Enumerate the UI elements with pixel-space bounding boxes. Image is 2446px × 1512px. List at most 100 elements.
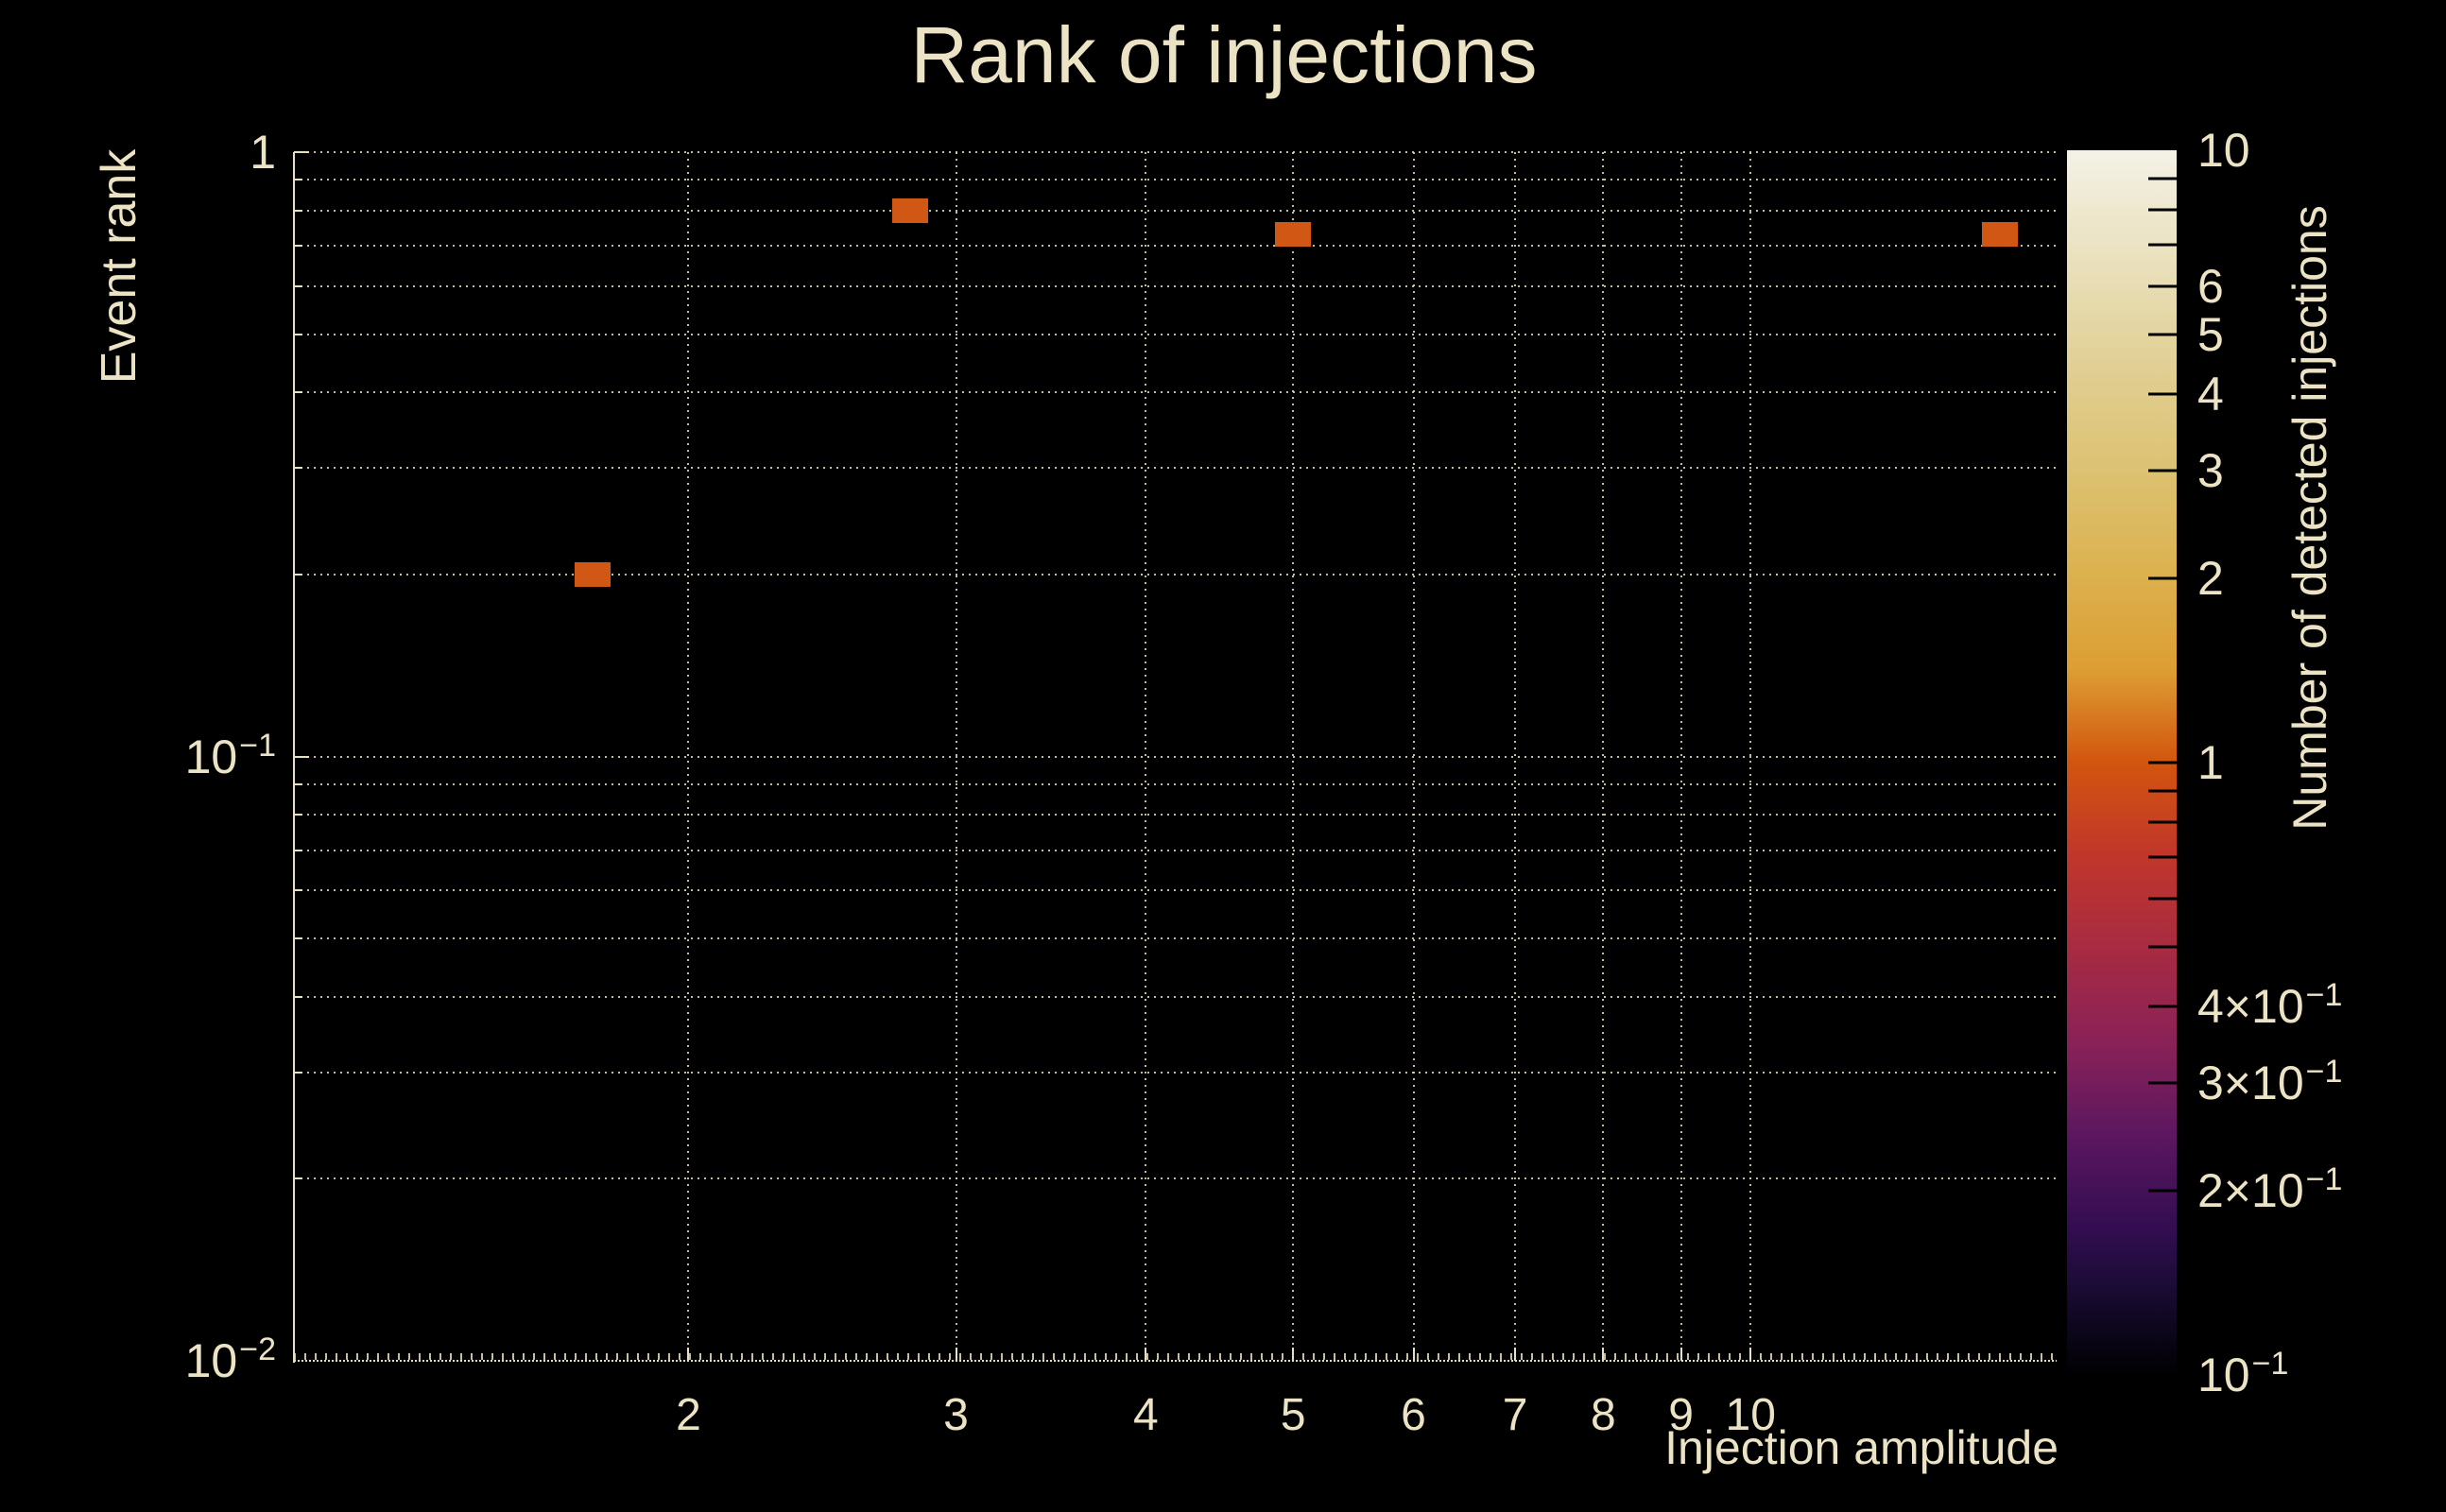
x-tick-label: 2 bbox=[676, 1390, 701, 1440]
v-gridline bbox=[687, 152, 690, 1361]
h-gridline bbox=[294, 333, 2057, 335]
colorbar-tick bbox=[2148, 333, 2177, 336]
data-point bbox=[575, 561, 612, 587]
colorbar-tick-label: 1 bbox=[2197, 736, 2224, 789]
y-axis-tick bbox=[294, 889, 302, 892]
colorbar-title: Number of detected injections bbox=[2283, 205, 2336, 831]
x-axis-tick bbox=[1514, 1348, 1517, 1361]
h-gridline bbox=[294, 755, 2057, 758]
h-gridline bbox=[294, 849, 2057, 851]
x-axis-tick bbox=[1145, 1348, 1147, 1361]
x-tick-label: 3 bbox=[943, 1390, 969, 1440]
x-axis-tick bbox=[1412, 1348, 1415, 1361]
colorbar-tick bbox=[2148, 820, 2177, 824]
colorbar-tick bbox=[2148, 761, 2177, 765]
y-axis-tick bbox=[294, 245, 302, 248]
y-axis-tick bbox=[294, 179, 302, 181]
h-gridline bbox=[294, 245, 2057, 248]
colorbar-tick bbox=[2148, 855, 2177, 859]
colorbar-tick bbox=[2148, 1005, 2177, 1008]
y-axis-tick bbox=[294, 573, 302, 576]
v-gridline bbox=[1412, 152, 1415, 1361]
x-axis-tick bbox=[955, 1348, 957, 1361]
v-gridline bbox=[1292, 152, 1295, 1361]
y-tick-label: 10−1 bbox=[184, 727, 276, 783]
colorbar-tick bbox=[2148, 945, 2177, 949]
x-axis-tick bbox=[1292, 1348, 1295, 1361]
y-axis-line bbox=[293, 152, 295, 1363]
x-tick-label: 9 bbox=[1668, 1390, 1694, 1440]
colorbar-tick-label: 5 bbox=[2197, 308, 2224, 362]
colorbar-tick bbox=[2148, 897, 2177, 901]
x-axis-tick bbox=[1679, 1348, 1682, 1361]
colorbar-tick-label: 3×10−1 bbox=[2197, 1054, 2343, 1109]
colorbar-tick-label: 6 bbox=[2197, 259, 2224, 313]
data-point bbox=[1275, 222, 1312, 248]
y-axis-tick bbox=[294, 782, 302, 785]
h-gridline bbox=[294, 391, 2057, 394]
colorbar-tick bbox=[2148, 576, 2177, 580]
h-gridline bbox=[294, 151, 2057, 153]
x-axis-minor-ticks bbox=[294, 1353, 2057, 1360]
y-axis-tick bbox=[294, 391, 302, 394]
x-axis-title: Injection amplitude bbox=[1664, 1421, 2058, 1474]
y-axis-tick bbox=[294, 755, 309, 758]
y-axis-tick bbox=[294, 467, 302, 470]
colorbar-tick bbox=[2148, 789, 2177, 793]
y-axis-tick bbox=[294, 849, 302, 851]
x-tick-label: 6 bbox=[1401, 1390, 1426, 1440]
y-axis-tick bbox=[294, 209, 302, 212]
h-gridline bbox=[294, 889, 2057, 892]
h-gridline bbox=[294, 179, 2057, 181]
y-axis-tick bbox=[294, 814, 302, 816]
y-axis-tick bbox=[294, 937, 302, 939]
colorbar-tick bbox=[2148, 177, 2177, 180]
chart-title: Rank of injections bbox=[910, 10, 1538, 99]
colorbar-tick-label: 10 bbox=[2197, 124, 2250, 177]
h-gridline bbox=[294, 995, 2057, 998]
h-gridline bbox=[294, 1071, 2057, 1074]
y-tick-label: 1 bbox=[250, 126, 276, 179]
h-gridline bbox=[294, 209, 2057, 212]
colorbar-tick bbox=[2148, 392, 2177, 396]
x-tick-label: 7 bbox=[1502, 1390, 1528, 1440]
x-axis-tick bbox=[687, 1348, 690, 1361]
colorbar-tick-label: 4×10−1 bbox=[2197, 977, 2343, 1033]
colorbar-tick bbox=[2148, 469, 2177, 472]
x-tick-label: 10 bbox=[1725, 1390, 1776, 1440]
h-gridline bbox=[294, 782, 2057, 785]
colorbar-tick-label: 2 bbox=[2197, 551, 2224, 605]
colorbar-tick bbox=[2148, 1189, 2177, 1193]
y-axis-tick bbox=[294, 151, 309, 153]
colorbar-tick bbox=[2148, 208, 2177, 212]
v-gridline bbox=[955, 152, 957, 1361]
x-axis-tick bbox=[1749, 1348, 1752, 1361]
colorbar-tick-label: 2×10−1 bbox=[2197, 1161, 2343, 1217]
data-point bbox=[892, 198, 929, 223]
data-point bbox=[1982, 222, 2019, 248]
v-gridline bbox=[1145, 152, 1147, 1361]
v-gridline bbox=[1514, 152, 1517, 1361]
h-gridline bbox=[294, 1177, 2057, 1180]
y-axis-tick bbox=[294, 333, 302, 335]
y-axis-tick bbox=[294, 995, 302, 998]
x-axis-tick bbox=[1602, 1348, 1605, 1361]
y-axis-tick bbox=[294, 284, 302, 287]
colorbar-tick bbox=[2148, 243, 2177, 247]
h-gridline bbox=[294, 814, 2057, 816]
x-tick-label: 5 bbox=[1280, 1390, 1306, 1440]
y-axis-title: Event rank bbox=[92, 148, 146, 385]
colorbar-tick-label: 10−1 bbox=[2197, 1346, 2289, 1401]
v-gridline bbox=[1749, 152, 1752, 1361]
h-gridline bbox=[294, 467, 2057, 470]
v-gridline bbox=[1602, 152, 1605, 1361]
y-axis-tick bbox=[294, 1177, 302, 1180]
y-tick-label: 10−2 bbox=[184, 1332, 276, 1387]
colorbar-tick-label: 3 bbox=[2197, 443, 2224, 497]
y-axis-tick bbox=[294, 1071, 302, 1074]
colorbar-tick bbox=[2148, 1081, 2177, 1085]
h-gridline bbox=[294, 284, 2057, 287]
h-gridline bbox=[294, 937, 2057, 939]
x-tick-label: 8 bbox=[1591, 1390, 1616, 1440]
